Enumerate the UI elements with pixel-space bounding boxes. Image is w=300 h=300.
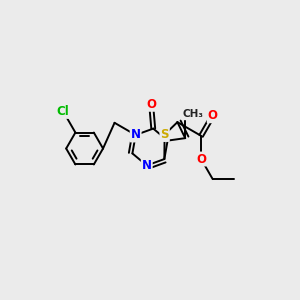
Text: O: O <box>208 109 218 122</box>
Text: CH₃: CH₃ <box>182 110 203 119</box>
Text: O: O <box>196 152 206 166</box>
Text: N: N <box>142 159 152 172</box>
Text: Cl: Cl <box>57 105 70 118</box>
Text: O: O <box>146 98 156 111</box>
Text: N: N <box>131 128 141 142</box>
Text: S: S <box>160 128 169 141</box>
